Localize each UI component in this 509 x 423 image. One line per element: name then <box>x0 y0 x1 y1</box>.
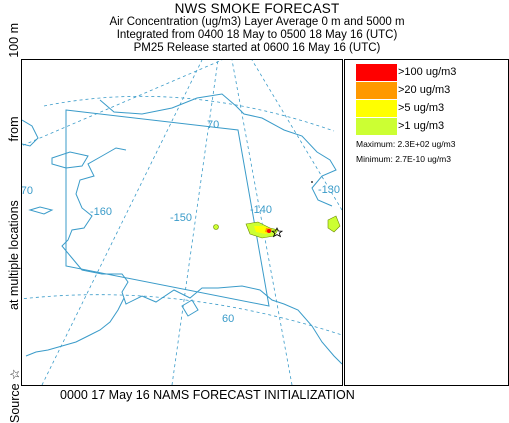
graticule-lon-140 <box>231 60 293 385</box>
legend-label-5: >5 ug/m3 <box>398 102 445 114</box>
release-height-label: 100 m <box>7 23 21 58</box>
plume-spot-west <box>213 224 219 230</box>
lon-label-170: -170 <box>22 185 33 197</box>
legend-item-5: >5 ug/m3 <box>356 99 445 117</box>
release-source-star <box>270 227 284 238</box>
graticule-lon-170 <box>22 60 223 147</box>
lon-label-160: -160 <box>90 206 112 218</box>
map-title: NWS SMOKE FORECAST <box>174 1 340 16</box>
map-panel: 70 60 -170 -160 -150 -140 -130 <box>21 59 343 386</box>
graticule-lon-150 <box>171 60 219 385</box>
legend-label-20: >20 ug/m3 <box>398 84 451 96</box>
legend-swatch-20 <box>356 81 397 99</box>
legend-swatch-100 <box>356 63 397 81</box>
lat-label-60: 60 <box>222 313 234 325</box>
lon-label-140: -140 <box>250 204 272 216</box>
graticule-lon-130 <box>251 60 342 211</box>
graticule-lon-160 <box>41 60 203 385</box>
forecast-initialization: 0000 17 May 16 NAMS FORECAST INITIALIZAT… <box>60 388 355 402</box>
maximum-value: Maximum: 2.3E+02 ug/m3 <box>356 139 456 149</box>
aleutian-chain <box>25 297 125 357</box>
alaska-map: 70 60 -170 -160 -150 -140 -130 <box>22 60 342 385</box>
graticule-lat-60 <box>22 294 342 336</box>
legend-item-100: >100 ug/m3 <box>356 63 457 81</box>
plume-east-edge <box>327 215 341 233</box>
legend-label-1: >1 ug/m3 <box>398 120 445 132</box>
alaska-coastline <box>61 93 342 365</box>
legend-swatch-5 <box>356 99 397 117</box>
concentration-subtitle: Air Concentration (ug/m3) Layer Average … <box>109 16 405 28</box>
legend-panel: >100 ug/m3 >20 ug/m3 >5 ug/m3 >1 ug/m3 M… <box>344 59 509 386</box>
legend-swatch-1 <box>356 117 397 135</box>
lon-label-150: -150 <box>170 212 192 224</box>
release-start: PM25 Release started at 0600 16 May 16 (… <box>133 42 381 54</box>
seward-peninsula <box>51 151 89 169</box>
legend-item-20: >20 ug/m3 <box>356 81 451 99</box>
lon-label-130: -130 <box>318 184 340 196</box>
chukotka-coast <box>22 119 39 147</box>
legend-item-1: >1 ug/m3 <box>356 117 445 135</box>
smoke-plume <box>213 181 341 239</box>
st-lawrence-island <box>28 206 54 215</box>
forecast-domain-box <box>65 109 270 307</box>
legend-label-100: >100 ug/m3 <box>398 66 457 78</box>
plume-100-ug <box>267 229 271 233</box>
plume-speck <box>311 181 313 183</box>
kodiak-island <box>181 299 199 317</box>
integration-period: Integrated from 0400 18 May to 0500 18 M… <box>116 29 398 41</box>
minimum-value: Minimum: 2.7E-10 ug/m3 <box>356 154 451 164</box>
graticule-lat-70 <box>43 95 335 132</box>
lat-label-70: 70 <box>207 119 219 131</box>
